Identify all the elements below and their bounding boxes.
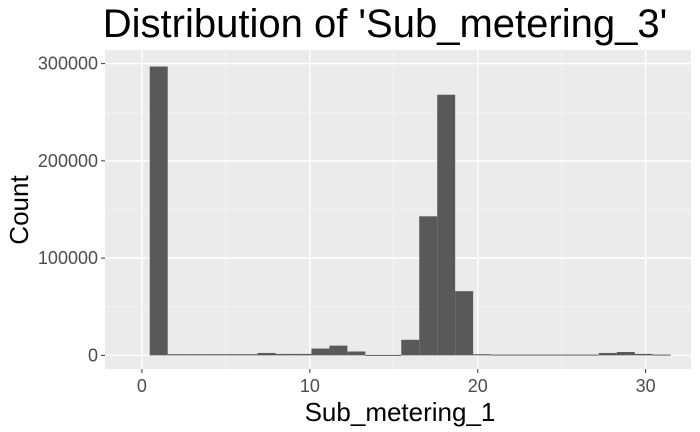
y-tick-label: 200000 [38, 151, 98, 171]
histogram-bar [437, 94, 456, 356]
histogram-bar [203, 354, 222, 356]
y-axis-title: Count [4, 175, 34, 245]
histogram-bar [311, 348, 330, 356]
histogram-bar [293, 353, 312, 356]
y-tick-label: 100000 [38, 248, 98, 268]
y-axis-ticks: 0 100000 200000 300000 [38, 54, 105, 365]
x-tick-label: 30 [636, 376, 656, 396]
histogram-bar [185, 354, 204, 356]
histogram-bar [580, 354, 599, 356]
histogram-bar [473, 354, 492, 356]
x-tick-label: 0 [137, 376, 147, 396]
histogram-bar [347, 351, 366, 356]
histogram-bar [509, 354, 528, 356]
minor-gridlines [105, 50, 691, 369]
histogram-bar [383, 354, 402, 356]
histogram-bar [527, 354, 546, 356]
histogram-bar [149, 66, 168, 356]
histogram-bar [257, 352, 276, 356]
y-tick-label: 300000 [38, 54, 98, 74]
histogram-bars [149, 66, 671, 356]
histogram-bar [545, 354, 563, 356]
histogram-bar [562, 354, 581, 356]
histogram-bar [419, 216, 438, 356]
histogram-bar [221, 354, 240, 356]
histogram-bar [365, 354, 384, 356]
histogram-bar [491, 354, 510, 356]
histogram-bar [598, 352, 617, 356]
x-tick-label: 10 [300, 376, 320, 396]
x-axis-ticks: 0 10 20 30 [137, 369, 656, 396]
histogram-bar [455, 291, 474, 356]
histogram-bar [239, 354, 258, 356]
histogram-bar [634, 353, 653, 356]
histogram-bar [652, 354, 671, 356]
chart-title: Distribution of 'Sub_metering_3' [103, 2, 667, 46]
x-tick-label: 20 [468, 376, 488, 396]
histogram-bar [167, 354, 186, 356]
histogram-bar [275, 353, 294, 356]
histogram-bar [616, 351, 635, 356]
x-axis-title: Sub_metering_1 [305, 397, 496, 427]
histogram-bar [329, 345, 348, 356]
y-tick-label: 0 [88, 345, 98, 365]
histogram-bar [401, 339, 420, 356]
